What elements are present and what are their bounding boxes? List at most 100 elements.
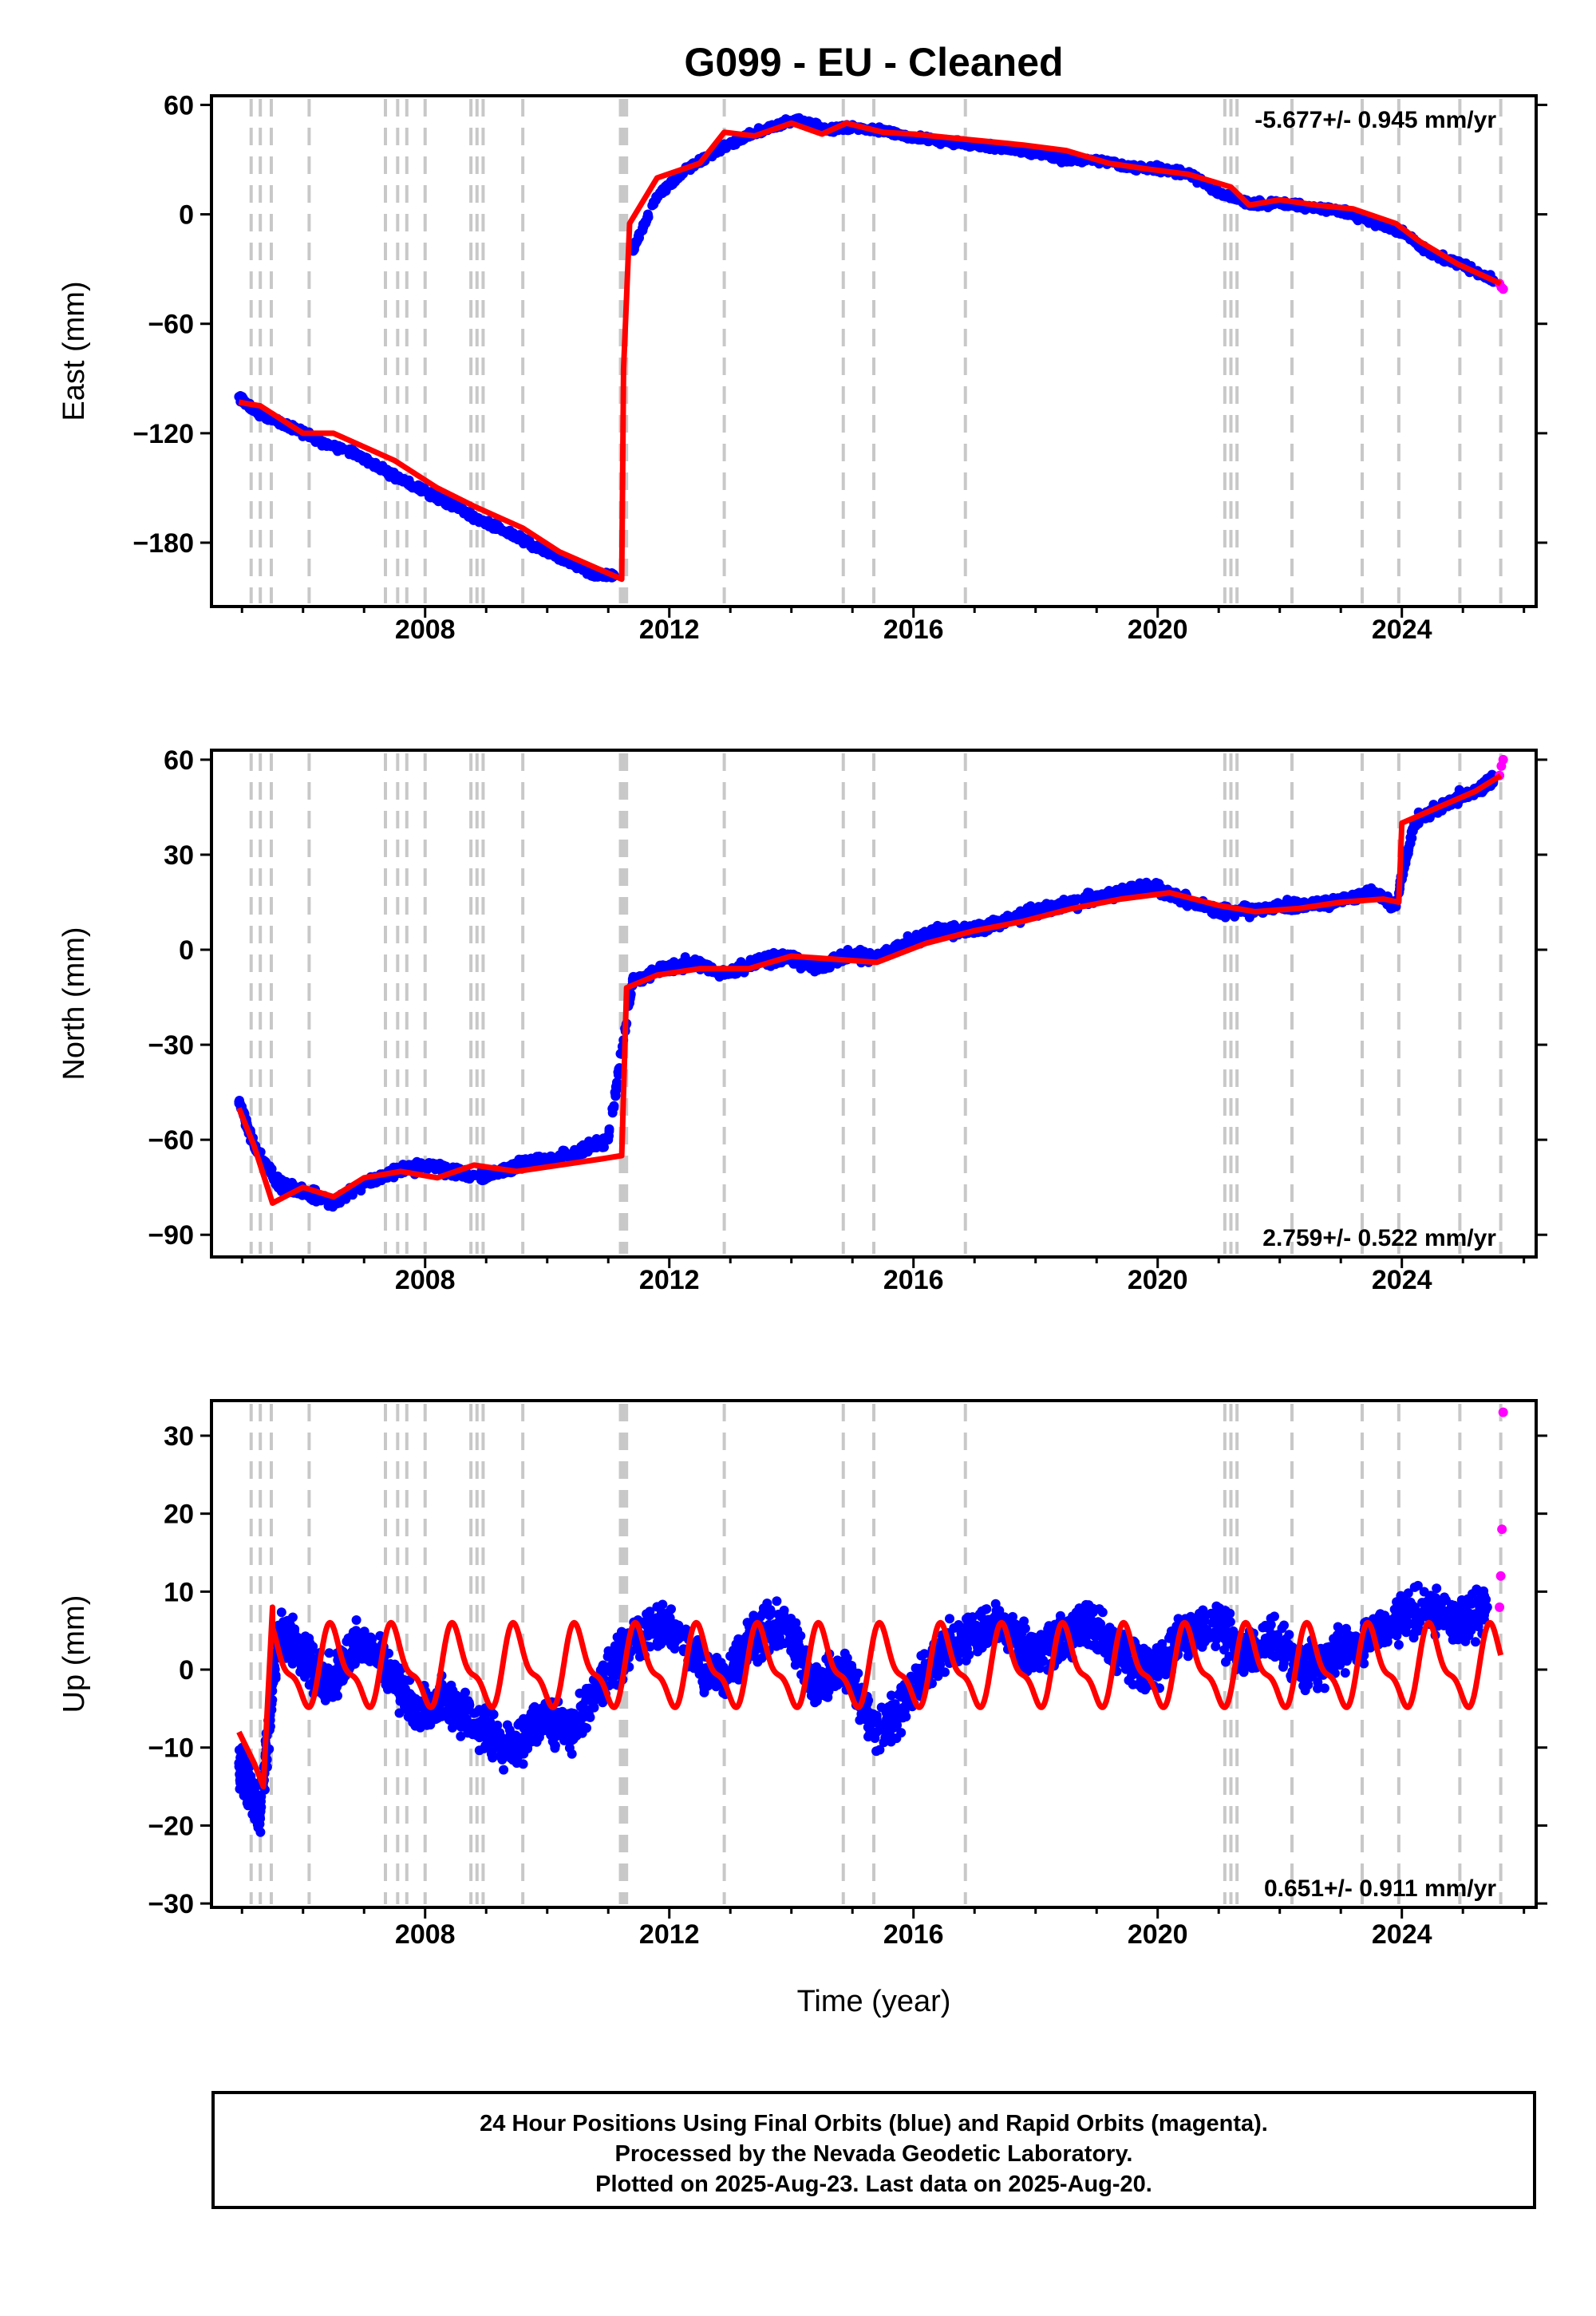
data-point	[420, 1160, 430, 1170]
data-point	[354, 1651, 364, 1662]
data-point	[481, 1172, 492, 1183]
data-point	[1358, 888, 1369, 899]
data-point	[369, 1647, 380, 1658]
data-point	[611, 1081, 622, 1091]
data-point	[463, 1703, 473, 1713]
y-tick-label: −90	[148, 1220, 194, 1251]
data-point	[459, 1712, 468, 1722]
data-point	[396, 474, 406, 484]
data-point	[284, 1181, 294, 1192]
x-tick-label: 2012	[639, 615, 700, 645]
data-point	[397, 1689, 408, 1699]
data-point	[334, 1678, 345, 1688]
data-point	[329, 440, 339, 449]
data-point	[448, 1717, 459, 1727]
data-point	[282, 1630, 293, 1640]
data-point	[1017, 147, 1028, 157]
data-point	[433, 1164, 443, 1173]
data-point	[387, 471, 397, 481]
data-point	[634, 233, 644, 243]
data-point	[610, 1089, 621, 1099]
data-point	[475, 516, 485, 526]
data-point	[362, 1654, 373, 1665]
y-tick-label: −180	[132, 528, 194, 559]
data-point	[413, 480, 424, 490]
data-point	[271, 1670, 281, 1681]
data-point	[495, 1738, 505, 1749]
data-point	[497, 525, 508, 536]
data-point	[652, 191, 662, 201]
data-point	[390, 1670, 401, 1681]
x-tick-label: 2008	[395, 1265, 456, 1295]
x-tick-label: 2012	[639, 1265, 700, 1295]
data-point	[304, 1633, 314, 1643]
data-point	[1066, 895, 1076, 905]
data-point	[486, 1749, 496, 1759]
data-point	[946, 923, 956, 934]
data-point	[465, 507, 476, 517]
y-tick-label: 0	[179, 935, 194, 966]
data-point	[420, 487, 430, 496]
data-point	[234, 1097, 244, 1107]
data-point	[1147, 881, 1157, 891]
x-tick-label: 2008	[395, 615, 456, 645]
data-point	[399, 1675, 409, 1685]
data-point	[342, 1636, 352, 1646]
x-tick-label: 2024	[1372, 615, 1432, 645]
data-point	[505, 528, 516, 539]
data-point	[304, 1662, 314, 1673]
data-point	[1214, 188, 1224, 198]
data-point	[1403, 848, 1413, 859]
data-point	[727, 139, 737, 149]
data-point	[428, 1712, 438, 1721]
data-point	[339, 444, 350, 454]
data-point	[300, 1672, 310, 1682]
data-point	[482, 1739, 492, 1749]
y-tick-label: −60	[148, 310, 194, 340]
x-tick-label: 2016	[883, 615, 944, 645]
y-axis-label: North (mm)	[57, 927, 91, 1080]
data-point	[1366, 887, 1377, 898]
data-point	[431, 494, 441, 504]
data-point	[572, 1148, 583, 1158]
data-point	[922, 136, 933, 147]
model-line	[238, 120, 1503, 583]
data-point	[489, 1728, 500, 1738]
data-point	[328, 1198, 338, 1208]
data-point	[291, 1633, 302, 1643]
rapid-data-point	[1498, 284, 1508, 294]
data-point	[578, 565, 588, 575]
data-point	[450, 501, 460, 512]
x-tick-label: 2016	[883, 1265, 944, 1295]
data-point	[371, 461, 381, 471]
model-line	[236, 773, 1503, 1206]
x-tick-label: 2020	[1128, 615, 1188, 645]
data-point	[1353, 213, 1364, 223]
data-point	[316, 437, 326, 448]
data-point	[456, 1731, 466, 1741]
data-point	[488, 1709, 499, 1720]
chart-title: G099 - EU - Cleaned	[684, 40, 1063, 85]
data-point	[276, 1607, 286, 1618]
x-tick-label: 2024	[1372, 1265, 1432, 1295]
y-tick-label: 30	[164, 840, 194, 871]
data-point	[1025, 907, 1035, 917]
y-tick-label: −120	[132, 419, 194, 449]
data-point	[1049, 152, 1059, 162]
rate-label: 2.759+/- 0.522 mm/yr	[1262, 1225, 1496, 1251]
data-point	[918, 930, 928, 940]
data-point	[801, 961, 812, 971]
data-point	[497, 1754, 508, 1765]
data-point	[1040, 903, 1050, 913]
y-axis-label: East (mm)	[57, 281, 91, 421]
data-point	[356, 450, 365, 460]
data-point	[266, 1169, 276, 1180]
data-point	[604, 1124, 614, 1134]
y-tick-label: 0	[179, 200, 194, 231]
y-tick-label: −60	[148, 1125, 194, 1156]
data-point	[689, 957, 699, 967]
